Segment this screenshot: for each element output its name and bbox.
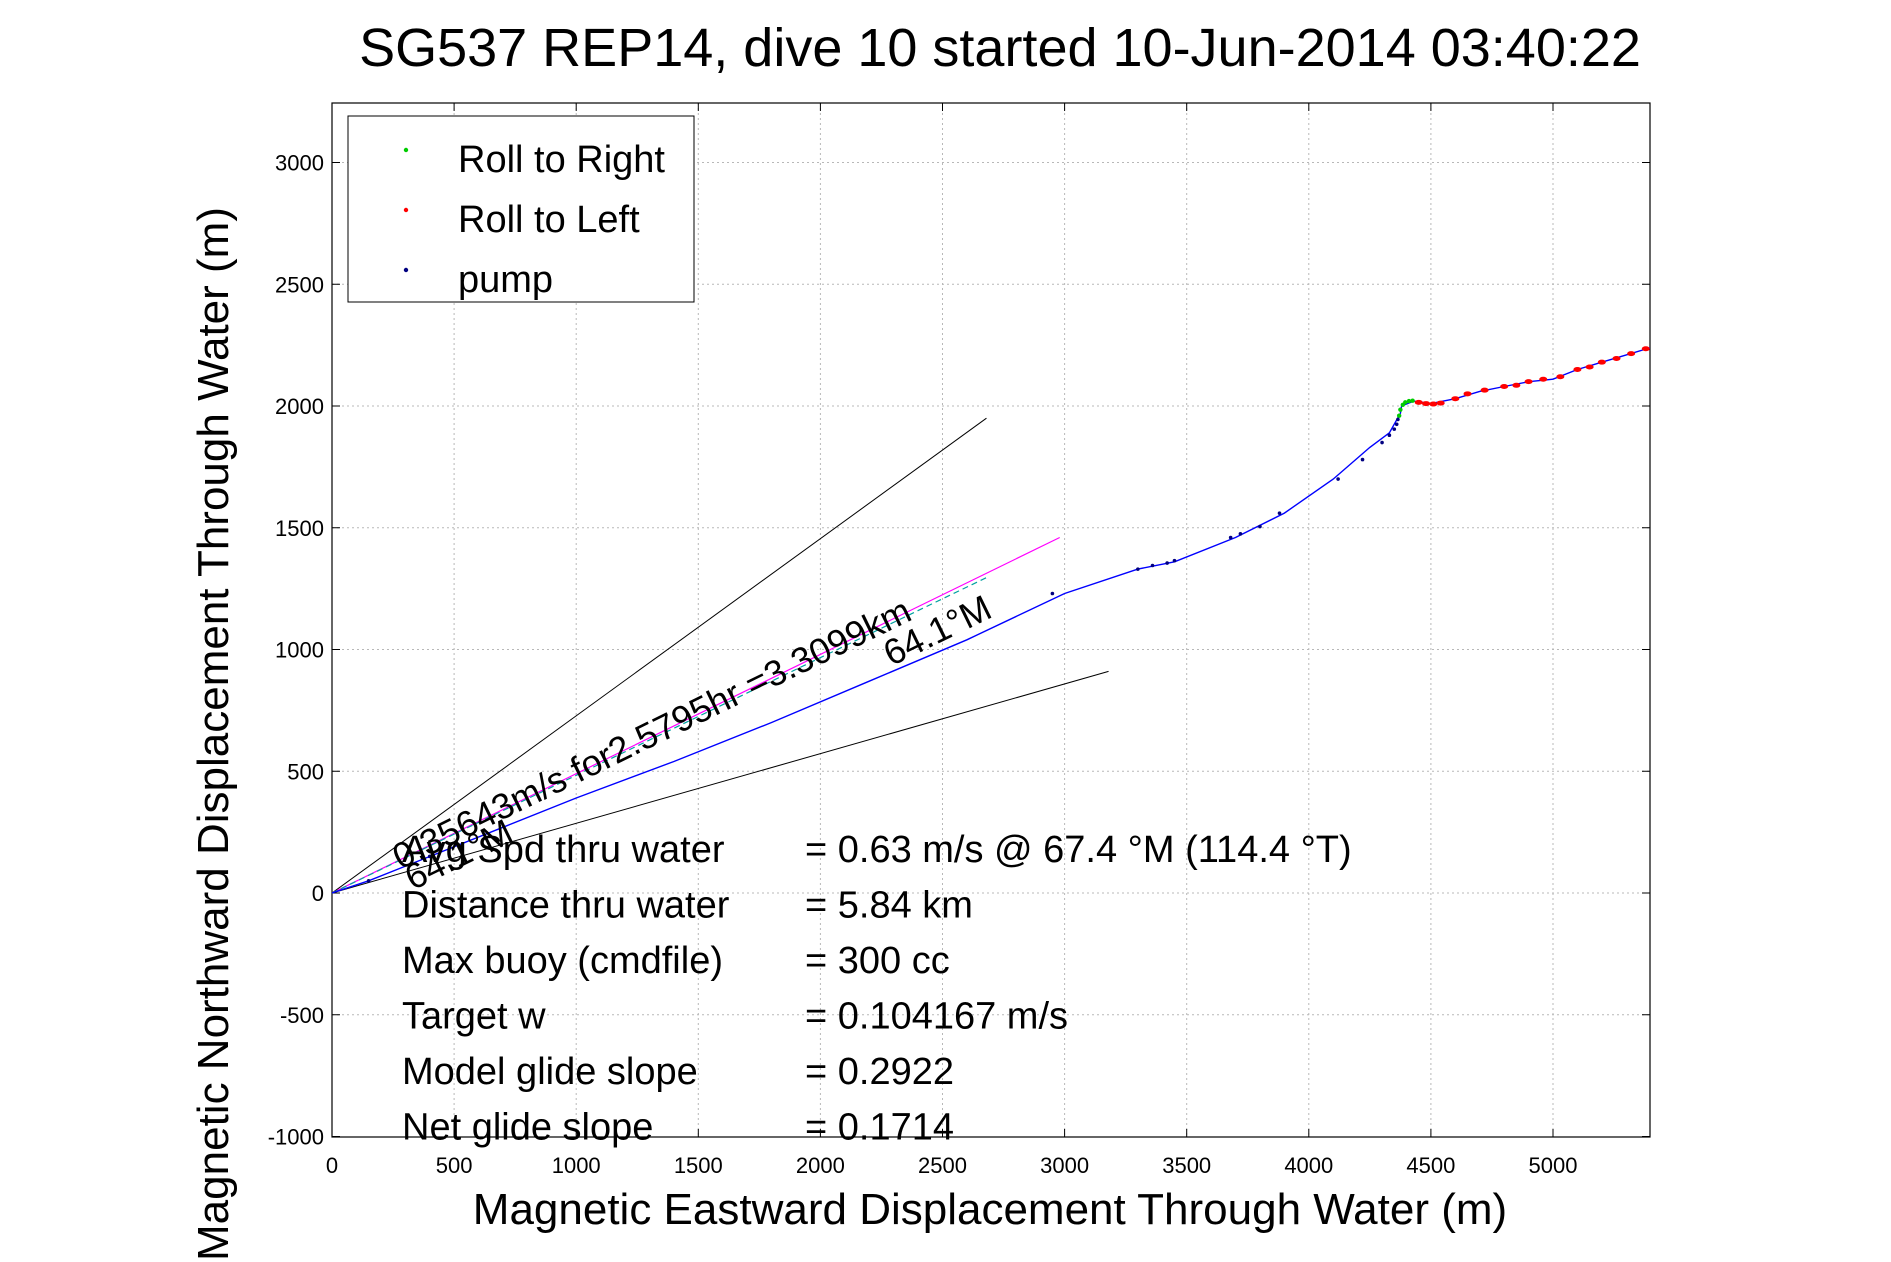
pump-point — [1387, 433, 1392, 438]
x-tick-label: 2500 — [918, 1153, 967, 1178]
y-tick-label: 2000 — [275, 394, 324, 419]
y-tick-label: 0 — [312, 881, 324, 906]
x-tick-label: 500 — [436, 1153, 473, 1178]
pump-point — [1360, 457, 1365, 462]
pump-point — [1394, 422, 1399, 427]
stat-label: Max buoy (cmdfile) — [402, 940, 723, 982]
guide-line-mid-heading — [332, 536, 1060, 894]
legend-marker — [403, 207, 409, 213]
pump-point — [1392, 427, 1397, 431]
legend-marker — [403, 147, 409, 153]
roll-left-point — [1429, 401, 1438, 407]
pump-point — [1050, 591, 1055, 596]
pump-point — [1396, 417, 1400, 422]
roll-left-point — [1480, 387, 1489, 393]
pump-point — [1165, 561, 1169, 565]
y-tick-label: 500 — [287, 759, 324, 784]
stat-label: Distance thru water — [402, 885, 730, 927]
x-tick-label: 0 — [326, 1153, 338, 1178]
stat-label: Net glide slope — [402, 1107, 653, 1149]
pump-point — [1238, 532, 1243, 536]
guide-line-upper-bound — [332, 417, 987, 894]
stat-label: Avg Spd thru water — [402, 829, 725, 871]
pump-point — [1336, 477, 1340, 481]
y-tick-label: 2500 — [275, 272, 324, 297]
x-tick-label: 3500 — [1162, 1153, 1211, 1178]
pump-point — [1228, 535, 1233, 540]
data-layer — [332, 346, 1650, 894]
roll-left-point — [1512, 382, 1521, 388]
stat-label: Target w — [402, 996, 546, 1038]
stat-value: = 300 cc — [805, 940, 950, 982]
glider-track — [332, 347, 1650, 894]
x-tick-label: 2000 — [796, 1153, 845, 1178]
roll-left-point — [1451, 396, 1460, 402]
x-axis-label: Magnetic Eastward Displacement Through W… — [473, 1185, 1507, 1234]
x-tick-label: 1000 — [552, 1153, 601, 1178]
roll-left-point — [1500, 384, 1509, 390]
roll-right-point — [1396, 413, 1402, 418]
y-axis-label: Magnetic Northward Displacement Through … — [189, 207, 238, 1261]
x-tick-label: 5000 — [1529, 1153, 1578, 1178]
roll-left-point — [1436, 400, 1445, 406]
pump-point — [1258, 524, 1262, 529]
stat-value: = 0.2922 — [805, 1051, 954, 1093]
roll-right-point — [1398, 407, 1403, 412]
pump-point — [1136, 567, 1140, 571]
x-tick-label: 4500 — [1406, 1153, 1455, 1178]
y-tick-label: 1000 — [275, 638, 324, 663]
roll-left-point — [1414, 399, 1423, 405]
pump-point — [1277, 511, 1282, 515]
y-tick-label: -500 — [280, 1003, 324, 1028]
pump-point — [427, 854, 432, 859]
guide-line-lower-bound — [332, 670, 1109, 894]
roll-left-point — [1585, 364, 1594, 370]
pump-point — [1150, 563, 1155, 568]
y-tick-label: 3000 — [275, 151, 324, 176]
roll-left-point — [1539, 376, 1548, 382]
stat-label: Model glide slope — [402, 1051, 698, 1093]
legend-label: pump — [458, 259, 553, 301]
pump-point — [1380, 440, 1384, 445]
roll-right-point — [1406, 398, 1412, 404]
y-tick-label: 1500 — [275, 516, 324, 541]
roll-left-point — [1422, 401, 1431, 407]
legend-marker — [403, 267, 409, 273]
x-tick-label: 1500 — [674, 1153, 723, 1178]
x-tick-label: 4000 — [1284, 1153, 1333, 1178]
roll-left-point — [1627, 351, 1636, 357]
roll-left-point — [1641, 346, 1650, 352]
pump-point — [1172, 558, 1177, 563]
pump-point — [366, 879, 371, 883]
stat-value: = 5.84 km — [805, 885, 973, 927]
roll-left-point — [1612, 356, 1621, 362]
stat-value: = 0.63 m/s @ 67.4 °M (114.4 °T) — [805, 829, 1352, 871]
roll-left-point — [1597, 359, 1606, 365]
legend-label: Roll to Right — [458, 139, 665, 181]
roll-right-point — [1403, 400, 1408, 405]
stat-value: = 0.104167 m/s — [805, 996, 1068, 1038]
roll-left-point — [1573, 366, 1582, 372]
axes-box — [331, 102, 1651, 1138]
roll-left-point — [1524, 379, 1533, 385]
legend-label: Roll to Left — [458, 199, 640, 241]
roll-left-point — [1463, 391, 1472, 397]
chart-title: SG537 REP14, dive 10 started 10-Jun-2014… — [359, 18, 1641, 78]
stat-value: = 0.1714 — [805, 1107, 954, 1149]
y-tick-label: -1000 — [268, 1125, 324, 1150]
roll-right-point — [1410, 398, 1415, 403]
roll-left-point — [1556, 374, 1565, 380]
guide-line-current-line — [332, 575, 990, 894]
x-tick-label: 3000 — [1040, 1153, 1089, 1178]
